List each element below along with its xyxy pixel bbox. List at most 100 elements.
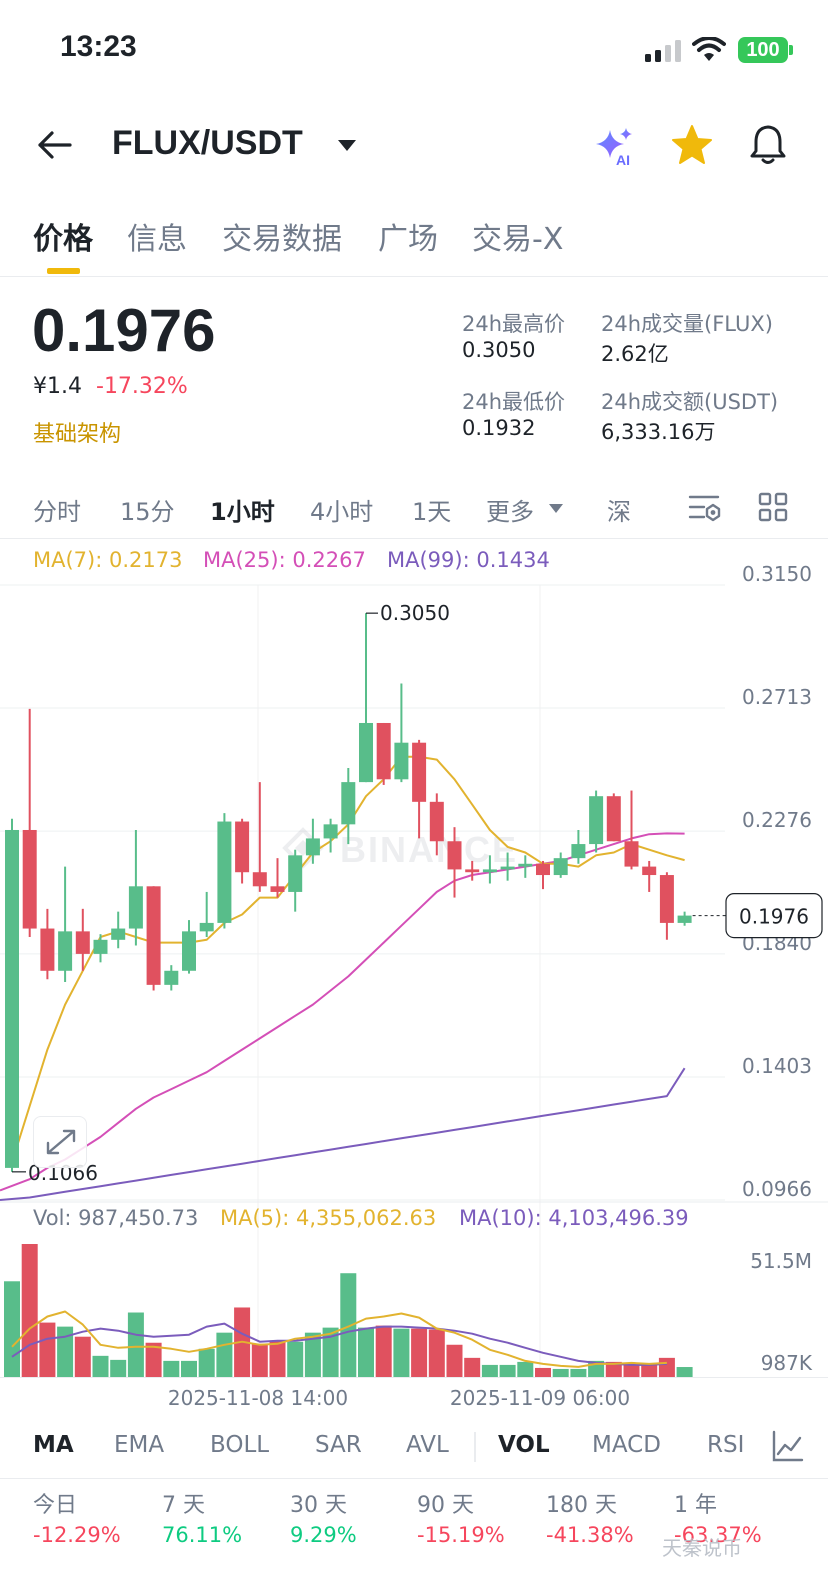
- low-24h-value: 0.1932: [462, 416, 536, 440]
- more-caret-icon[interactable]: [548, 502, 564, 514]
- vol-legend: Vol: 987,450.73: [33, 1206, 199, 1230]
- x-axis-label-0: 2025-11-08 14:00: [168, 1386, 348, 1410]
- candle-body: [5, 829, 19, 1168]
- volume-bar: [446, 1344, 463, 1377]
- candle-body: [323, 824, 338, 839]
- volume-bar: [393, 1328, 410, 1377]
- candle-body: [500, 866, 515, 870]
- volume-bar: [358, 1327, 374, 1377]
- tabs-divider: [0, 276, 828, 277]
- tab-square[interactable]: 广场: [378, 222, 438, 257]
- battery-icon: 100: [738, 37, 788, 63]
- interval-4h[interactable]: 4小时: [310, 498, 374, 526]
- candle-body: [288, 855, 303, 892]
- interval-1h[interactable]: 1小时: [210, 498, 275, 526]
- indicator-sar[interactable]: SAR: [315, 1432, 362, 1458]
- binance-watermark: BINANCE: [282, 827, 518, 870]
- grid-layout-icon[interactable]: [758, 492, 788, 522]
- volume-bar: [570, 1368, 587, 1377]
- kline-chart[interactable]: BINANCE 0.31500.27130.22760.18400.14030.…: [0, 540, 828, 1410]
- indicator-macd[interactable]: MACD: [592, 1432, 661, 1458]
- volume-bar: [623, 1362, 640, 1377]
- candle-body: [164, 970, 179, 985]
- favorite-star-icon[interactable]: [670, 124, 714, 166]
- volume-bar: [110, 1359, 127, 1377]
- tab-info[interactable]: 信息: [127, 222, 187, 257]
- indicator-separator: [474, 1432, 476, 1462]
- y-tick-label: 0.2713: [742, 685, 812, 709]
- candle-body: [624, 841, 639, 867]
- perf-value-1y: -63.37%: [674, 1523, 762, 1547]
- perf-label-1y: 1 年: [674, 1493, 717, 1518]
- vol-tick-max: 51.5M: [750, 1249, 812, 1273]
- candle-body: [677, 915, 692, 923]
- candle-body: [182, 931, 196, 971]
- volume-bar: [145, 1342, 162, 1377]
- ai-sparkle-icon[interactable]: AI: [594, 126, 638, 166]
- volume-bar: [251, 1343, 268, 1377]
- vol-ma5-line: [11, 1310, 667, 1368]
- indicator-ema[interactable]: EMA: [114, 1432, 165, 1458]
- perf-label-90d: 90 天: [417, 1493, 474, 1518]
- indicator-vol[interactable]: VOL: [498, 1432, 550, 1458]
- volume-bar: [322, 1327, 339, 1377]
- indicator-boll[interactable]: BOLL: [210, 1432, 270, 1458]
- bell-icon[interactable]: [748, 124, 788, 166]
- indicator-avl[interactable]: AVL: [406, 1432, 449, 1458]
- volume-bar: [74, 1336, 91, 1377]
- svg-text:AI: AI: [616, 152, 630, 166]
- volume-base-label: 24h成交量(FLUX): [601, 312, 773, 336]
- interval-timeline[interactable]: 分时: [33, 498, 81, 526]
- candle-body: [40, 928, 55, 971]
- perf-value-180d: -41.38%: [546, 1523, 634, 1547]
- category-tag[interactable]: 基础架构: [33, 422, 122, 447]
- interval-1d[interactable]: 1天: [412, 498, 452, 526]
- back-arrow-icon[interactable]: [34, 125, 74, 165]
- last-price: 0.1976: [32, 297, 216, 364]
- chart-settings-icon[interactable]: [688, 492, 722, 524]
- candle-body: [412, 742, 427, 802]
- candle-body: [128, 886, 143, 929]
- indicator-chart-icon[interactable]: [770, 1428, 806, 1464]
- svg-text:BINANCE: BINANCE: [340, 829, 518, 870]
- tab-trade-x[interactable]: 交易-X: [472, 222, 564, 257]
- y-tick-label: 0.1403: [742, 1054, 812, 1078]
- depth-chart-tab[interactable]: 深: [607, 498, 631, 526]
- vol-tick-min: 987K: [761, 1351, 813, 1375]
- indicator-rsi[interactable]: RSI: [707, 1432, 745, 1458]
- volume-bar: [304, 1332, 321, 1377]
- pair-title[interactable]: FLUX/USDT: [112, 124, 303, 162]
- high-24h-label: 24h最高价: [462, 312, 566, 336]
- interval-15m[interactable]: 15分: [120, 498, 175, 526]
- candle-body: [359, 722, 373, 783]
- caret-down-icon[interactable]: [337, 138, 357, 152]
- volume-bar: [4, 1281, 20, 1377]
- y-tick-label: 0.3150: [742, 562, 812, 586]
- volume-bar: [92, 1355, 109, 1377]
- perf-label-7d: 7 天: [162, 1493, 205, 1518]
- candle-body: [465, 869, 480, 873]
- tab-trading-data[interactable]: 交易数据: [222, 222, 342, 257]
- volume-bar: [287, 1341, 304, 1377]
- volume-bar: [535, 1367, 551, 1377]
- x-axis-label-1: 2025-11-09 06:00: [450, 1386, 630, 1410]
- high-price-label: 0.3050: [380, 601, 450, 625]
- tab-price[interactable]: 价格: [33, 222, 93, 257]
- low-24h-label: 24h最低价: [462, 390, 566, 414]
- interval-divider: [0, 538, 828, 539]
- vol-ma10-line: [11, 1322, 667, 1366]
- volume-bar: [411, 1328, 428, 1377]
- candle-body: [447, 841, 462, 870]
- volume-bar: [464, 1357, 481, 1377]
- volume-bar: [499, 1364, 516, 1377]
- volume-bar: [552, 1368, 569, 1377]
- ma7-legend: MA(7): 0.2173: [33, 548, 183, 572]
- candle-body: [553, 858, 568, 876]
- interval-more[interactable]: 更多: [486, 498, 534, 526]
- candle-body: [606, 796, 621, 842]
- fullscreen-button[interactable]: [33, 1116, 87, 1168]
- volume-quote-label: 24h成交额(USDT): [601, 390, 779, 414]
- ma99-line: [0, 1067, 686, 1201]
- indicator-ma[interactable]: MA: [33, 1432, 74, 1458]
- ma25-line: [0, 832, 685, 1192]
